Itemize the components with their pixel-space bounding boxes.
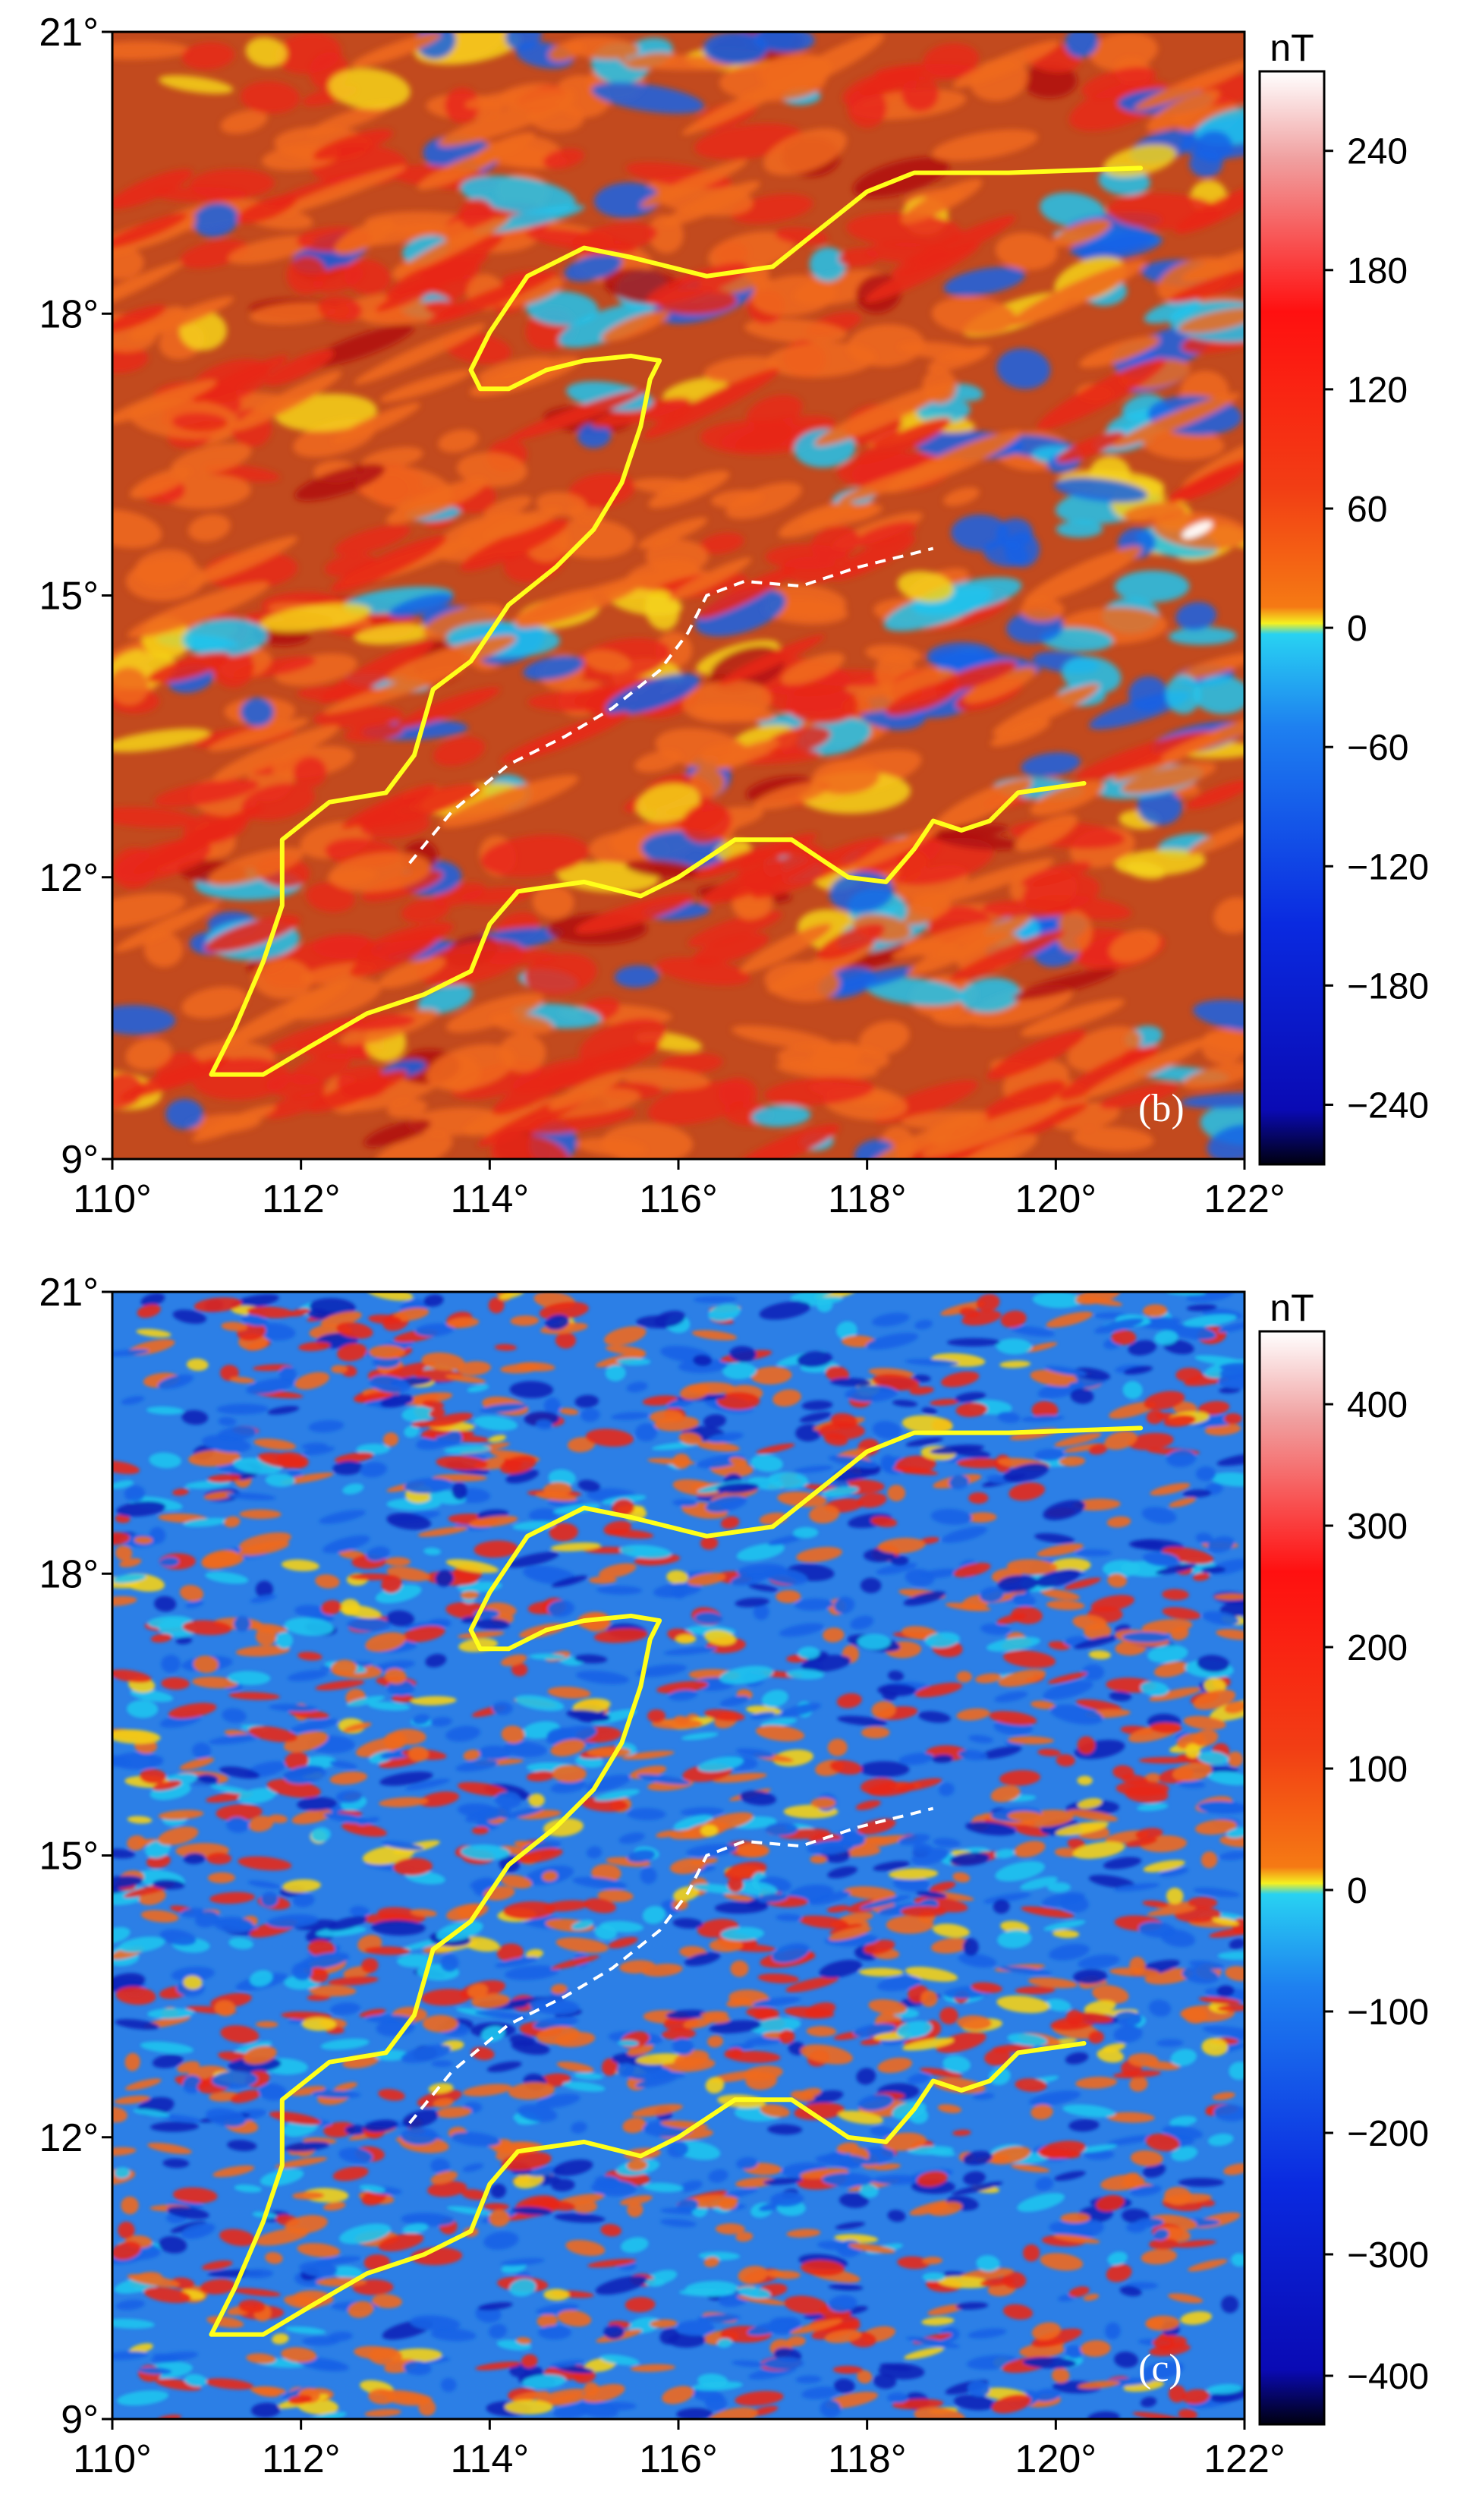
colorbar-tick-label: −180 (1347, 966, 1429, 1006)
panel-tag-c: (c) (1138, 2347, 1182, 2390)
colorbar-tick-label: −60 (1347, 728, 1408, 768)
colorbar-tick-label: 120 (1347, 370, 1408, 411)
colorbar-tick-label: −400 (1347, 2357, 1429, 2397)
x-tick-label: 114° (450, 1177, 529, 1221)
colorbar-unit-c: nT (1270, 1287, 1314, 1329)
colorbar-tick-label: −100 (1347, 1992, 1429, 2033)
dashed-line-b (408, 547, 934, 865)
colorbar-tick-label: 0 (1347, 609, 1367, 649)
x-tick-label: 116° (639, 2437, 718, 2481)
x-tick-label: 120° (1015, 1177, 1097, 1221)
map-figure-b: (b) 110° 112° 114° 116° 118° 120° 122° 21° 18° 15°… (39, 11, 1429, 1221)
x-tick-label: 116° (639, 1177, 718, 1221)
boundary-line-main-c (209, 1425, 1144, 2337)
map-figure-c: (c) 110° 112° 114° 116° 118° 120° 122° 21° 18° 15°… (39, 1271, 1429, 2481)
x-tick-label: 112° (262, 2437, 341, 2481)
x-tick-label: 114° (450, 2437, 529, 2481)
boundary-line-main-b (209, 165, 1144, 1077)
anomaly-field-b (112, 32, 1244, 1159)
colorbar-tick-label: −120 (1347, 847, 1429, 887)
map-panel-c: (c) 110° 112° 114° 116° 118° 120° 122° 21° 18° 15°… (0, 1260, 1460, 2520)
colorbar-tick-label: −300 (1347, 2235, 1429, 2276)
y-tick-label: 12° (39, 2116, 99, 2160)
y-tick-label: 12° (39, 856, 99, 900)
colorbar-tick-label: 240 (1347, 132, 1408, 172)
colorbar-tick-label: 100 (1347, 1750, 1408, 1790)
colorbar-tick-label: 0 (1347, 1871, 1367, 1911)
colorbar-tick-label: 180 (1347, 251, 1408, 291)
x-tick-label: 120° (1015, 2437, 1097, 2481)
y-tick-label: 9° (61, 2398, 99, 2442)
colorbar-tick-label: 200 (1347, 1628, 1408, 1668)
colorbar-tick-label: 400 (1347, 1385, 1408, 1425)
x-tick-label: 122° (1204, 1177, 1285, 1221)
boundary-line-south-c (209, 2041, 1087, 2337)
x-tick-label: 110° (73, 2437, 152, 2481)
colorbar-tick-label: −200 (1347, 2114, 1429, 2154)
dashed-line-c (408, 1807, 934, 2125)
map-panel-b: (b) 110° 112° 114° 116° 118° 120° 122° 21° 18° 15°… (39, 11, 1429, 1221)
y-tick-label: 18° (39, 1552, 99, 1596)
y-tick-label: 18° (39, 292, 99, 336)
x-tick-label: 110° (73, 1177, 152, 1221)
colorbar-tick-label: −240 (1347, 1085, 1429, 1126)
x-tick-label: 122° (1204, 2437, 1285, 2481)
y-tick-label: 9° (61, 1138, 99, 1182)
x-tick-label: 112° (262, 1177, 341, 1221)
colorbar-tick-label: 60 (1347, 490, 1387, 530)
colorbar-tick-label: 300 (1347, 1507, 1408, 1547)
x-tick-label: 118° (828, 2437, 907, 2481)
panel-tag-b: (b) (1138, 1087, 1185, 1130)
y-tick-label: 21° (39, 1271, 99, 1315)
colorbar-b (1258, 70, 1326, 1166)
boundary-line-south-b (209, 781, 1087, 1077)
colorbar-unit-b: nT (1270, 27, 1314, 69)
y-tick-label: 15° (39, 1835, 99, 1879)
x-tick-label: 118° (828, 1177, 907, 1221)
y-tick-label: 21° (39, 11, 99, 55)
anomaly-field-c (112, 1292, 1244, 2419)
y-tick-label: 15° (39, 575, 99, 619)
colorbar-c (1258, 1330, 1326, 2426)
